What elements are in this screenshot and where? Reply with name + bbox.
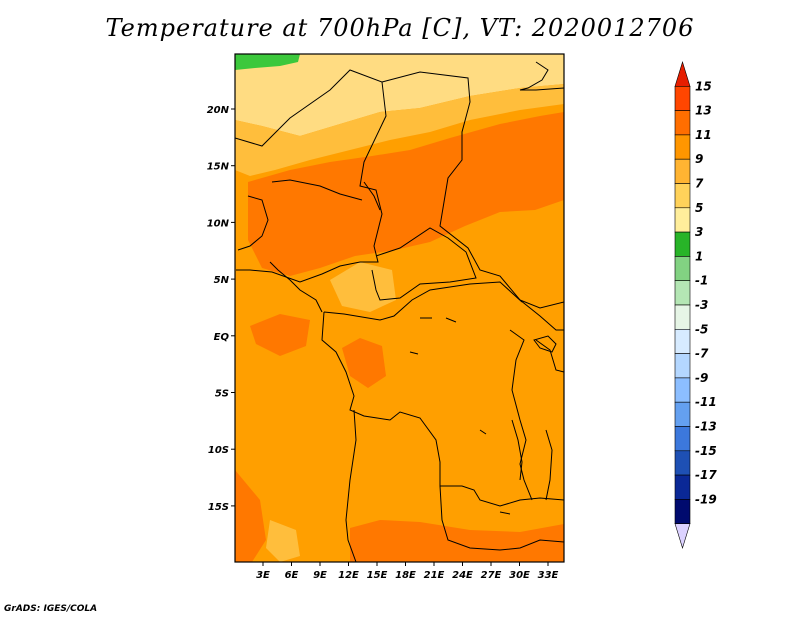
border-line bbox=[269, 261, 323, 313]
colorbar-band bbox=[674, 134, 691, 160]
colorbar-label: -7 bbox=[695, 347, 709, 361]
lon-label: 30E bbox=[509, 570, 530, 581]
lon-label: 15E bbox=[367, 570, 388, 581]
colorbar-band bbox=[674, 60, 691, 87]
colorbar-band bbox=[674, 183, 691, 209]
colorbar-label: -17 bbox=[695, 468, 717, 482]
lat-label: 20N bbox=[207, 105, 230, 116]
warm-patch-south bbox=[350, 520, 564, 562]
colorbar-band bbox=[674, 231, 691, 257]
temperature-field bbox=[235, 54, 564, 562]
warm-patch-southwest bbox=[235, 470, 266, 562]
lat-label: 15N bbox=[207, 162, 230, 173]
lon-label: 9E bbox=[313, 570, 327, 581]
colorbar-label: -13 bbox=[695, 420, 717, 434]
latitude-axis: 20N 15N 10N 5N EQ 5S 10S 15S bbox=[207, 105, 235, 513]
colorbar-band bbox=[674, 523, 691, 550]
colorbar-band bbox=[674, 256, 691, 281]
border-line bbox=[381, 71, 564, 309]
border-line bbox=[439, 485, 564, 551]
colorbar-band bbox=[674, 280, 691, 306]
cool-temperature-patch bbox=[235, 84, 564, 176]
colorbar-band bbox=[674, 207, 691, 233]
colorbar-band bbox=[674, 377, 691, 403]
border-line bbox=[545, 429, 553, 501]
colorbar-band bbox=[674, 86, 691, 111]
border-line bbox=[533, 335, 557, 353]
colorbar: 15 13 11 9 7 5 3 1 -1 -3 -5 -7 -9 -11 -13 -15 -17 -19 bbox=[674, 60, 717, 550]
border-line bbox=[409, 317, 511, 515]
border-line bbox=[345, 409, 357, 562]
border-line bbox=[321, 311, 564, 507]
colorbar-label: 15 bbox=[695, 79, 712, 93]
lon-label: 12E bbox=[338, 570, 359, 581]
colorbar-label: 11 bbox=[695, 128, 712, 142]
lat-label: 10S bbox=[208, 445, 229, 456]
colorbar-band bbox=[674, 353, 691, 379]
colorbar-band bbox=[674, 499, 691, 524]
cool-patch-southwest bbox=[266, 520, 300, 562]
border-line bbox=[323, 281, 523, 321]
colorbar-band bbox=[674, 158, 691, 184]
border-line bbox=[363, 181, 381, 211]
lat-label: EQ bbox=[214, 332, 230, 343]
colorbar-band bbox=[674, 401, 691, 427]
lon-label: 18E bbox=[395, 570, 416, 581]
warm-patch-gabon bbox=[250, 314, 310, 356]
warm-temperature-band bbox=[248, 112, 564, 276]
lat-label: 5N bbox=[214, 275, 230, 286]
longitude-axis: 3E 6E 9E 12E 15E 18E 21E 24E 27E 30E 33E bbox=[256, 562, 559, 581]
lon-label: 27E bbox=[481, 570, 502, 581]
lon-label: 6E bbox=[285, 570, 299, 581]
border-line bbox=[271, 179, 363, 201]
colorbar-label: 7 bbox=[695, 177, 704, 191]
colorbar-label: -11 bbox=[695, 395, 717, 409]
colorbar-band bbox=[674, 426, 691, 452]
colorbar-band bbox=[674, 328, 691, 354]
border-line bbox=[535, 339, 564, 373]
lat-label: 5S bbox=[215, 389, 229, 400]
lon-label: 33E bbox=[538, 570, 559, 581]
colorbar-label: 1 bbox=[695, 249, 703, 263]
border-line bbox=[519, 61, 564, 91]
country-borders bbox=[235, 61, 564, 562]
colorbar-band bbox=[674, 304, 691, 330]
colorbar-band bbox=[674, 450, 691, 476]
colorbar-label: 5 bbox=[695, 201, 703, 215]
colorbar-band bbox=[674, 110, 691, 136]
lon-label: 24E bbox=[452, 570, 473, 581]
map-frame bbox=[234, 53, 565, 563]
colorbar-label: -5 bbox=[695, 322, 708, 336]
colorbar-band bbox=[674, 474, 691, 500]
colorbar-label: -15 bbox=[695, 444, 717, 458]
border-line bbox=[511, 419, 523, 481]
colorbar-label: 3 bbox=[695, 225, 703, 239]
lat-label: 10N bbox=[207, 218, 230, 229]
colorbar-label: -9 bbox=[695, 371, 708, 385]
lon-label: 21E bbox=[424, 570, 445, 581]
green-temperature-patch bbox=[235, 54, 300, 70]
colorbar-label: -3 bbox=[695, 298, 708, 312]
colorbar-label: 13 bbox=[695, 104, 712, 118]
colorbar-label: 9 bbox=[695, 152, 703, 166]
border-line bbox=[509, 329, 533, 501]
map-title: Temperature at 700hPa [C], VT: 202001270… bbox=[105, 14, 695, 42]
colorbar-label: -1 bbox=[695, 274, 708, 288]
warm-patch-congo bbox=[342, 338, 386, 388]
colorbar-label: -19 bbox=[695, 492, 717, 506]
lat-label: 15S bbox=[208, 502, 229, 513]
grads-credit: GrADS: IGES/COLA bbox=[4, 604, 98, 614]
pale-temperature-patch bbox=[235, 54, 564, 136]
border-line bbox=[519, 299, 564, 331]
border-line bbox=[237, 195, 269, 251]
border-line bbox=[235, 69, 387, 283]
border-line bbox=[371, 227, 477, 301]
lon-label: 3E bbox=[256, 570, 270, 581]
